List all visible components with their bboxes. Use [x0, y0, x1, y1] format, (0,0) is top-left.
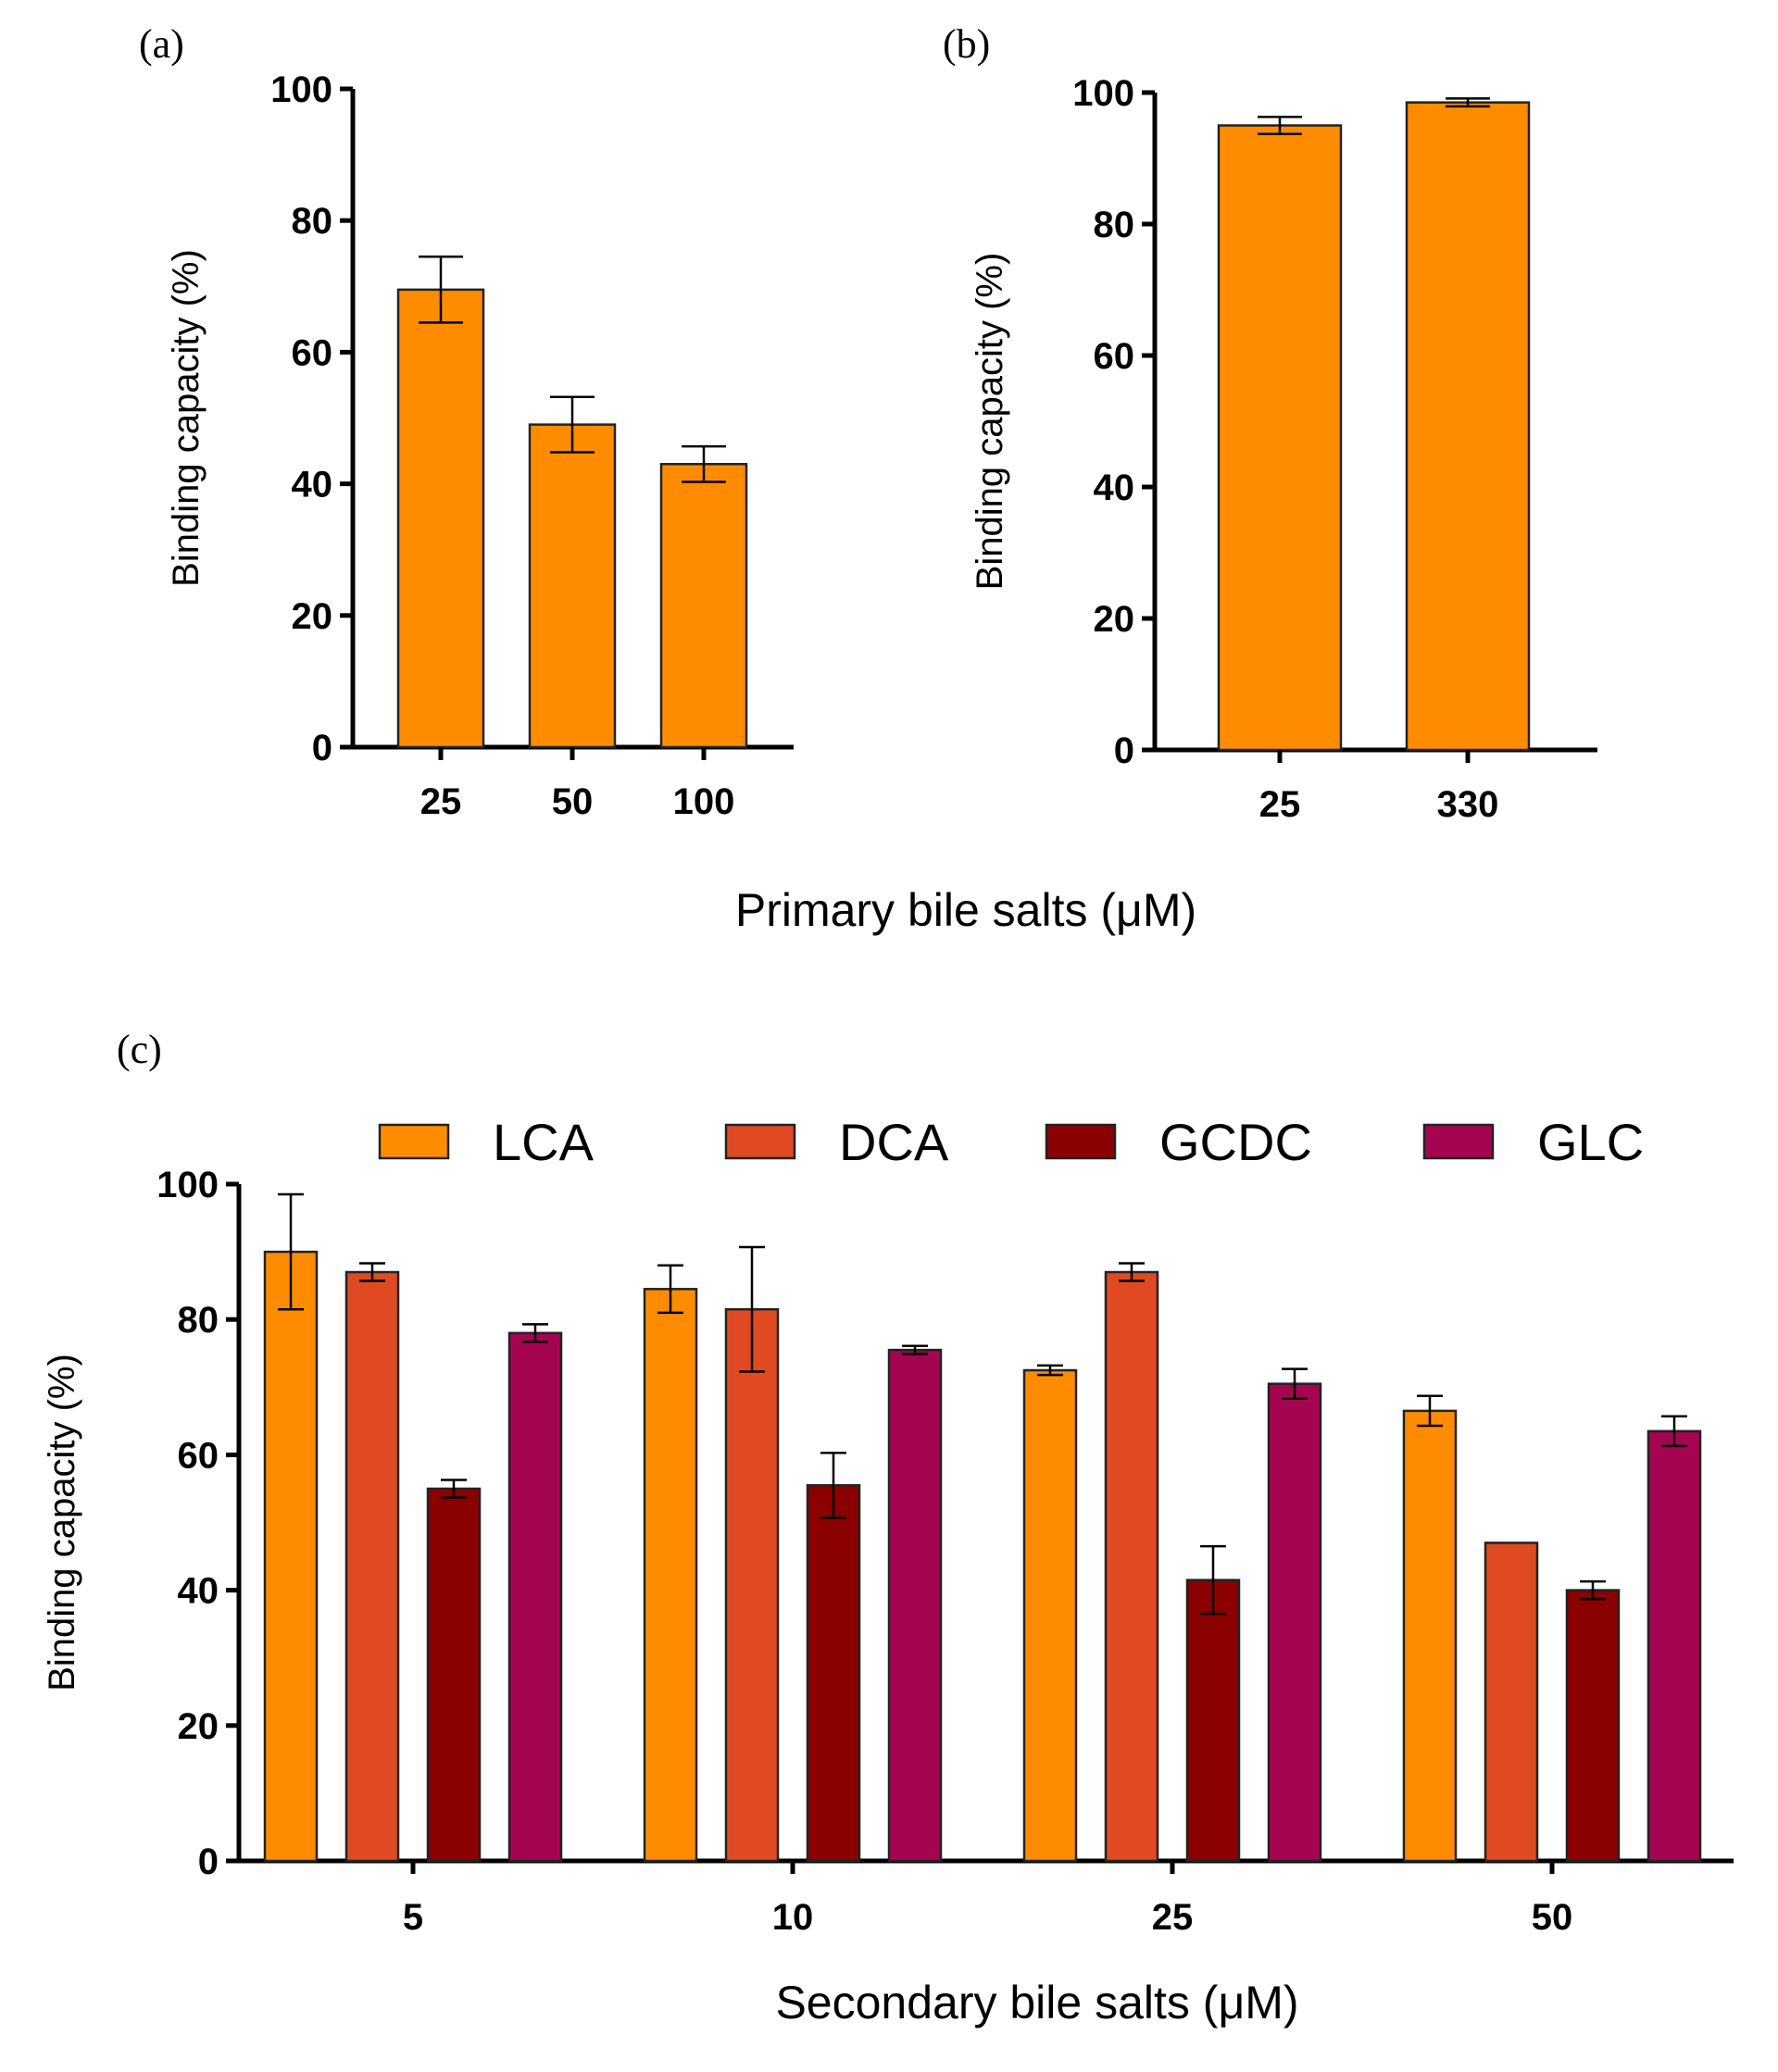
panel-c: (c) 0 20 40 60 80 100 Binding capacity (%) 5 10 25… [42, 1027, 1734, 2028]
bar-LCA-50 [1402, 1409, 1458, 1863]
panel-label: (c) [117, 1027, 162, 1072]
bar-25 [1217, 124, 1343, 752]
y-tick-label-0: 0 [1114, 730, 1134, 771]
panel-label: (a) [139, 21, 184, 67]
y-tick-label-20: 20 [292, 596, 333, 637]
primary-xlabel: Primary bile salts (μM) [735, 884, 1196, 936]
y-tick-label-0: 0 [198, 1841, 219, 1882]
bar-DCA-25 [1104, 1270, 1159, 1863]
y-tick-label-100: 100 [1072, 73, 1134, 114]
bar-DCA-50 [1484, 1542, 1539, 1863]
bar-100 [659, 463, 748, 749]
x-tick-label-10: 10 [772, 1897, 814, 1938]
legend-swatch-GCDC [1045, 1123, 1117, 1160]
y-tick-label-20: 20 [178, 1706, 219, 1747]
bar-50 [528, 423, 617, 749]
y-tick-label-40: 40 [178, 1571, 219, 1612]
y-axis-title: Binding capacity (%) [970, 253, 1010, 591]
bar-LCA-10 [643, 1288, 698, 1863]
x-tick-label-100: 100 [673, 781, 735, 822]
panel-b: (b) 0 20 40 60 80 100 Binding capacity (%) 25 330 [943, 21, 1597, 825]
legend-swatch-GLC [1422, 1123, 1495, 1160]
legend-label-LCA: LCA [493, 1113, 595, 1171]
bar-GCDC-10 [806, 1484, 861, 1863]
y-axis-title: Binding capacity (%) [42, 1354, 82, 1691]
bar-GCDC-5 [426, 1487, 482, 1863]
x-axis-title: Secondary bile salts (μM) [775, 1977, 1298, 2028]
y-tick-label-0: 0 [312, 728, 332, 768]
y-tick-label-40: 40 [292, 465, 333, 506]
legend-swatch-DCA [724, 1123, 796, 1160]
bar-LCA-5 [263, 1250, 319, 1863]
x-tick-label-25: 25 [420, 781, 462, 822]
bar-DCA-5 [344, 1270, 400, 1863]
x-tick-label-50: 50 [552, 781, 594, 822]
bar-GLC-10 [887, 1348, 943, 1863]
y-tick-label-80: 80 [178, 1300, 219, 1341]
bar-25 [396, 288, 485, 749]
bar-GLC-50 [1647, 1429, 1702, 1863]
bar-GCDC-25 [1185, 1579, 1241, 1863]
panel-label: (b) [943, 21, 990, 67]
y-tick-label-100: 100 [270, 69, 332, 110]
y-tick-label-80: 80 [292, 201, 333, 242]
y-tick-label-60: 60 [178, 1435, 219, 1476]
legend-label-GCDC: GCDC [1159, 1113, 1312, 1171]
y-tick-label-100: 100 [157, 1165, 219, 1205]
bar-GLC-5 [507, 1331, 563, 1863]
y-tick-label-60: 60 [292, 332, 333, 373]
bar-GCDC-50 [1565, 1589, 1621, 1863]
bar-GLC-25 [1267, 1382, 1322, 1863]
x-tick-label-25: 25 [1259, 784, 1301, 825]
bar-LCA-25 [1022, 1368, 1078, 1863]
y-tick-label-40: 40 [1094, 468, 1135, 508]
legend-swatch-LCA [378, 1123, 450, 1160]
y-tick-label-60: 60 [1094, 336, 1135, 377]
x-tick-label-50: 50 [1532, 1897, 1573, 1938]
legend-label-DCA: DCA [839, 1113, 949, 1171]
legend-label-GLC: GLC [1537, 1113, 1644, 1171]
x-tick-label-330: 330 [1437, 784, 1499, 825]
x-tick-label-25: 25 [1152, 1897, 1194, 1938]
panel-a: (a) 0 20 40 60 80 100 Binding capacity (%) 25 50 1… [139, 21, 794, 822]
bar-DCA-10 [724, 1307, 780, 1863]
x-tick-label-5: 5 [403, 1897, 423, 1938]
bar-330 [1405, 101, 1531, 752]
y-tick-label-80: 80 [1094, 205, 1135, 245]
y-tick-label-20: 20 [1094, 599, 1135, 640]
y-axis-title: Binding capacity (%) [166, 249, 207, 587]
